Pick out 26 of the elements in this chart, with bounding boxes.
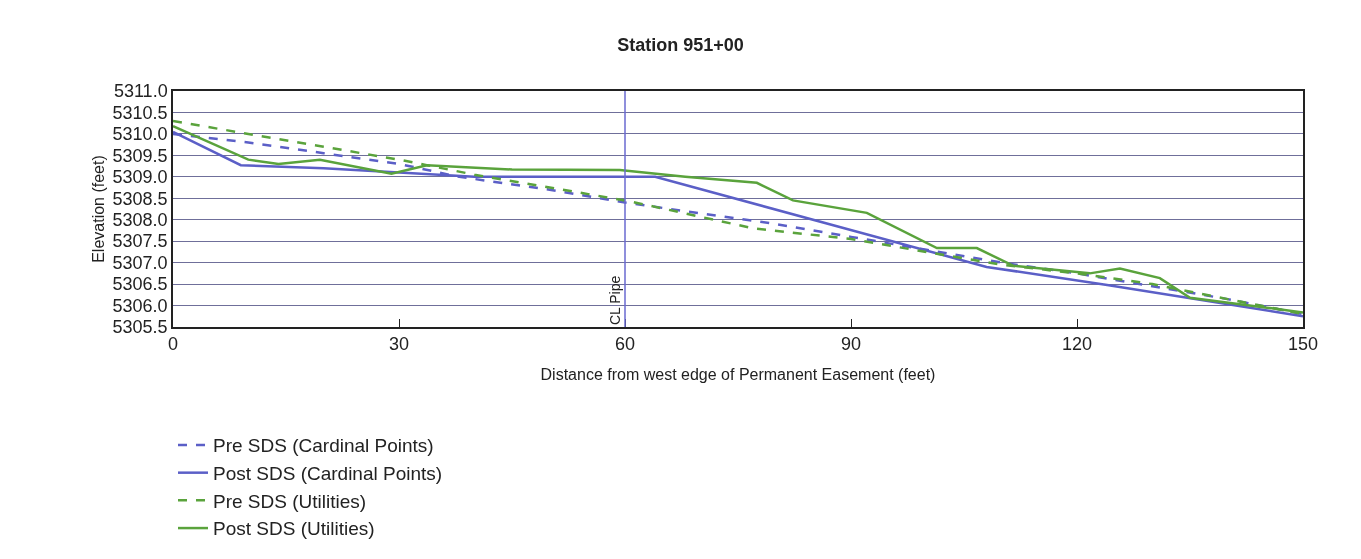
y-tick-label: 5307.5 xyxy=(112,231,168,252)
y-tick-label: 5308.5 xyxy=(112,188,168,209)
y-tick-label: 5308.0 xyxy=(112,210,168,231)
legend-label: Post SDS (Cardinal Points) xyxy=(213,463,443,485)
x-axis-title: Distance from west edge of Permanent Easement (feet) xyxy=(540,365,936,383)
x-tick-label: 0 xyxy=(167,334,179,355)
legend-label: Pre SDS (Cardinal Points) xyxy=(213,435,434,457)
y-tick-label: 5307.0 xyxy=(112,252,168,273)
y-axis-title: Elevation (feet) xyxy=(89,155,107,263)
x-tick-label: 60 xyxy=(614,334,636,355)
y-tick-label: 5309.0 xyxy=(112,167,168,188)
chart-title: Station 951+00 xyxy=(617,35,744,56)
legend-label: Post SDS (Utilities) xyxy=(213,518,375,540)
x-tick-label: 30 xyxy=(388,334,410,355)
x-tick-label: 150 xyxy=(1287,334,1319,355)
x-tick-label: 90 xyxy=(840,334,862,355)
legend-label: Pre SDS (Utilities) xyxy=(213,490,367,512)
y-tick-label: 5309.5 xyxy=(112,145,168,166)
y-tick-label: 5311.0 xyxy=(113,81,168,102)
x-tick-label: 120 xyxy=(1061,334,1093,355)
y-tick-label: 5310.5 xyxy=(112,102,168,123)
y-tick-label: 5310.0 xyxy=(112,124,168,145)
y-tick-label: 5306.5 xyxy=(112,274,168,295)
y-tick-label: 5305.5 xyxy=(112,317,168,338)
ref-line-label: CL Pipe xyxy=(607,275,623,325)
y-tick-label: 5306.0 xyxy=(112,295,168,316)
